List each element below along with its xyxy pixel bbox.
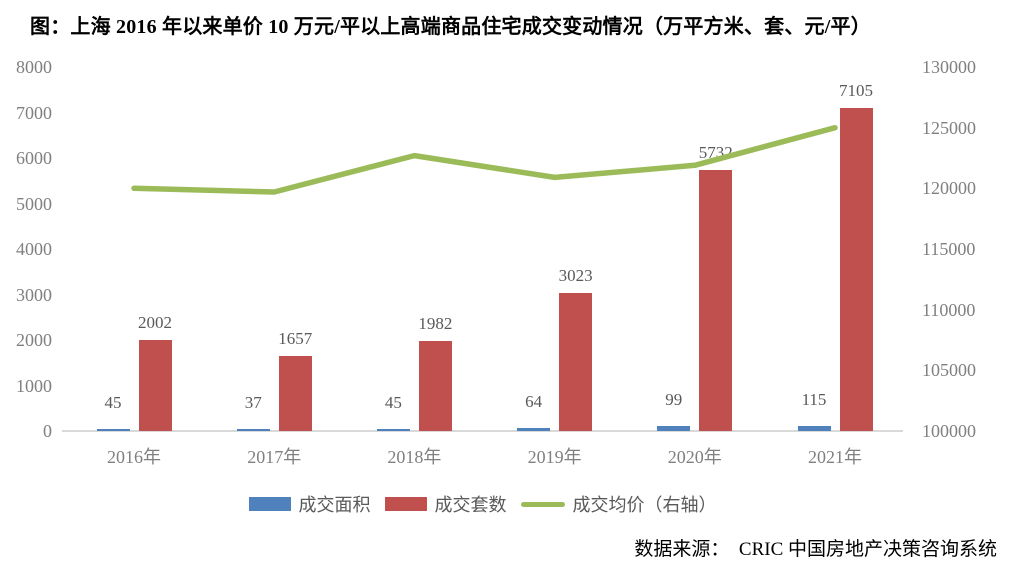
bar-area <box>517 428 551 431</box>
right-axis-tick-label: 105000 <box>922 360 976 381</box>
data-source-caption: 数据来源： CRIC 中国房地产决策咨询系统 <box>634 539 997 560</box>
right-axis-tick-label: 130000 <box>922 57 976 77</box>
bar-data-label: 7105 <box>839 80 873 100</box>
bar-data-label: 1657 <box>278 328 313 348</box>
left-axis-tick-label: 1000 <box>16 375 52 396</box>
legend-item: 成交套数 <box>384 491 507 517</box>
legend-bar-swatch <box>248 497 291 511</box>
right-axis-tick-label: 125000 <box>922 117 976 138</box>
bar-data-label: 115 <box>801 389 827 409</box>
right-axis-tick-label: 115000 <box>922 239 976 259</box>
right-axis-tick-label: 120000 <box>922 178 976 199</box>
legend-bar-swatch <box>384 497 427 511</box>
bar-data-label: 45 <box>384 392 402 412</box>
x-axis-category-label: 2016年 <box>107 447 161 467</box>
right-axis-tick-label: 110000 <box>922 299 976 320</box>
bar-units <box>839 107 873 431</box>
bar-units <box>559 293 593 431</box>
x-axis-category-label: 2019年 <box>527 447 582 467</box>
bar-area <box>797 425 831 431</box>
left-axis-tick-label: 7000 <box>16 102 52 123</box>
left-axis-tick-label: 5000 <box>16 193 52 214</box>
chart-title: 图：上海 2016 年以来单价 10 万元/平以上高端商品住宅成交变动情况（万平… <box>30 16 871 38</box>
bar-data-label: 5732 <box>698 143 733 163</box>
bar-data-label: 37 <box>244 393 262 412</box>
x-axis-line <box>62 430 903 432</box>
legend-line-swatch <box>520 501 565 507</box>
bar-units <box>418 340 452 431</box>
x-axis-category-label: 2020年 <box>667 447 722 467</box>
bar-area <box>657 426 691 431</box>
left-axis-tick-label: 6000 <box>16 148 52 168</box>
bar-units <box>138 339 172 431</box>
x-axis-category-label: 2017年 <box>247 447 302 467</box>
legend-label: 成交面积 <box>298 495 371 515</box>
right-axis-tick-label: 100000 <box>922 421 976 441</box>
bar-area <box>376 428 410 431</box>
x-axis-category-label: 2018年 <box>387 447 442 467</box>
left-axis-tick-label: 4000 <box>16 239 52 259</box>
bar-data-label: 2002 <box>138 312 172 332</box>
bar-data-label: 3023 <box>558 266 593 286</box>
bar-units <box>699 170 733 431</box>
bar-area <box>236 429 270 431</box>
legend: 成交面积 成交套数 成交均价（右轴） <box>62 492 903 516</box>
x-axis-category-label: 2021年 <box>808 447 862 467</box>
bar-data-label: 45 <box>104 392 122 412</box>
legend-item: 成交面积 <box>248 491 371 517</box>
bar-data-label: 1982 <box>418 313 453 333</box>
left-axis-tick-label: 3000 <box>16 284 52 305</box>
left-axis-tick-label: 0 <box>43 421 52 441</box>
left-axis-tick-label: 8000 <box>16 57 52 77</box>
bar-data-label: 64 <box>525 392 543 412</box>
legend-label: 成交均价（右轴） <box>572 495 717 515</box>
bar-data-label: 99 <box>665 390 683 410</box>
legend-item: 成交均价（右轴） <box>520 491 717 517</box>
legend-label: 成交套数 <box>434 495 507 515</box>
left-axis-tick-label: 2000 <box>16 330 52 350</box>
bar-area <box>96 428 130 431</box>
bar-units <box>278 355 312 431</box>
